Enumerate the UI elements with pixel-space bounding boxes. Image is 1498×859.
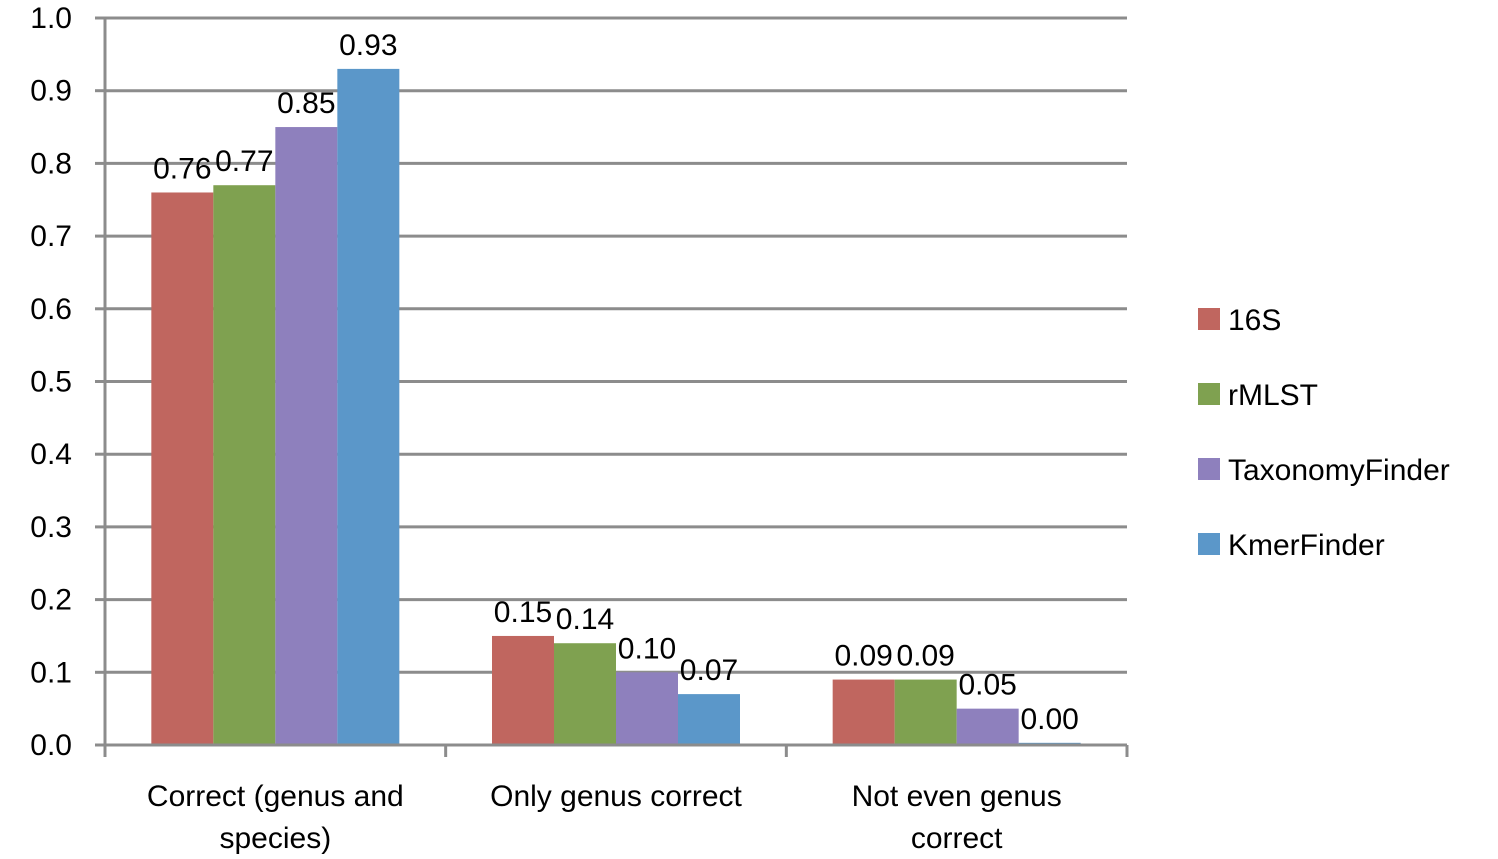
bar-rmlst — [894, 679, 957, 745]
data-label: 0.00 — [1020, 703, 1078, 736]
bar-16s — [151, 192, 214, 746]
bars — [151, 68, 1081, 746]
category-label: Not even genus — [852, 780, 1062, 813]
y-tick-label: 0.6 — [30, 293, 72, 326]
legend-label: rMLST — [1228, 379, 1318, 412]
y-tick-label: 0.4 — [30, 438, 72, 471]
data-label: 0.77 — [215, 145, 273, 178]
y-tick-label: 0.7 — [30, 220, 72, 253]
legend: 16S rMLST TaxonomyFinder KmerFinder — [1198, 304, 1450, 562]
data-label: 0.85 — [277, 87, 335, 120]
y-tick-label: 0.8 — [30, 147, 72, 180]
y-tick-label: 0.9 — [30, 75, 72, 108]
legend-label: 16S — [1228, 304, 1281, 337]
y-tick-label: 0.0 — [30, 729, 72, 762]
legend-swatch-rmlst — [1198, 383, 1220, 405]
legend-label: KmerFinder — [1228, 529, 1385, 562]
data-label: 0.05 — [958, 669, 1016, 702]
y-tick-label: 0.3 — [30, 511, 72, 544]
bar-kmerfinder — [337, 68, 400, 745]
legend-swatch-16s — [1198, 308, 1220, 330]
bar-taxonomyfinder — [956, 708, 1019, 745]
y-tick-label: 0.2 — [30, 584, 72, 617]
legend-swatch-kmerfinder — [1198, 533, 1220, 555]
data-label: 0.14 — [556, 603, 614, 636]
data-label: 0.09 — [834, 640, 892, 673]
axes — [95, 16, 1129, 757]
bar-16s — [492, 635, 554, 745]
category-label: Only genus correct — [490, 780, 742, 813]
data-label: 0.09 — [896, 640, 954, 673]
data-label: 0.93 — [339, 29, 397, 62]
data-label: 0.15 — [494, 596, 552, 629]
data-label: 0.10 — [618, 632, 676, 665]
bar-16s — [832, 679, 895, 745]
y-tick-label: 0.1 — [30, 656, 72, 689]
data-labels: 0.76 0.770.850.93 0.15 0.140.100.07 0.09 0.09… — [153, 29, 1079, 736]
data-label: 0.76 — [153, 152, 211, 185]
legend-swatch-taxonomyfinder — [1198, 458, 1220, 480]
bar-kmerfinder — [678, 694, 740, 745]
data-label: 0.07 — [680, 654, 738, 687]
category-label: correct — [911, 822, 1003, 855]
legend-label: TaxonomyFinder — [1228, 454, 1450, 487]
y-axis-ticks: 0.0 0.1 0.2 0.3 0.4 0.5 0.6 0.7 0.8 0.9 1.0 — [30, 2, 72, 762]
category-label: Correct (genus and — [147, 780, 404, 813]
bar-rmlst — [554, 643, 616, 745]
bar-taxonomyfinder — [616, 672, 678, 745]
y-tick-label: 1.0 — [30, 2, 72, 35]
category-labels: Correct (genus and species) Only genus cor… — [147, 780, 1062, 855]
category-label: species) — [219, 822, 331, 855]
y-tick-label: 0.5 — [30, 366, 72, 399]
bar-rmlst — [213, 185, 276, 745]
bar-taxonomyfinder — [275, 127, 338, 746]
